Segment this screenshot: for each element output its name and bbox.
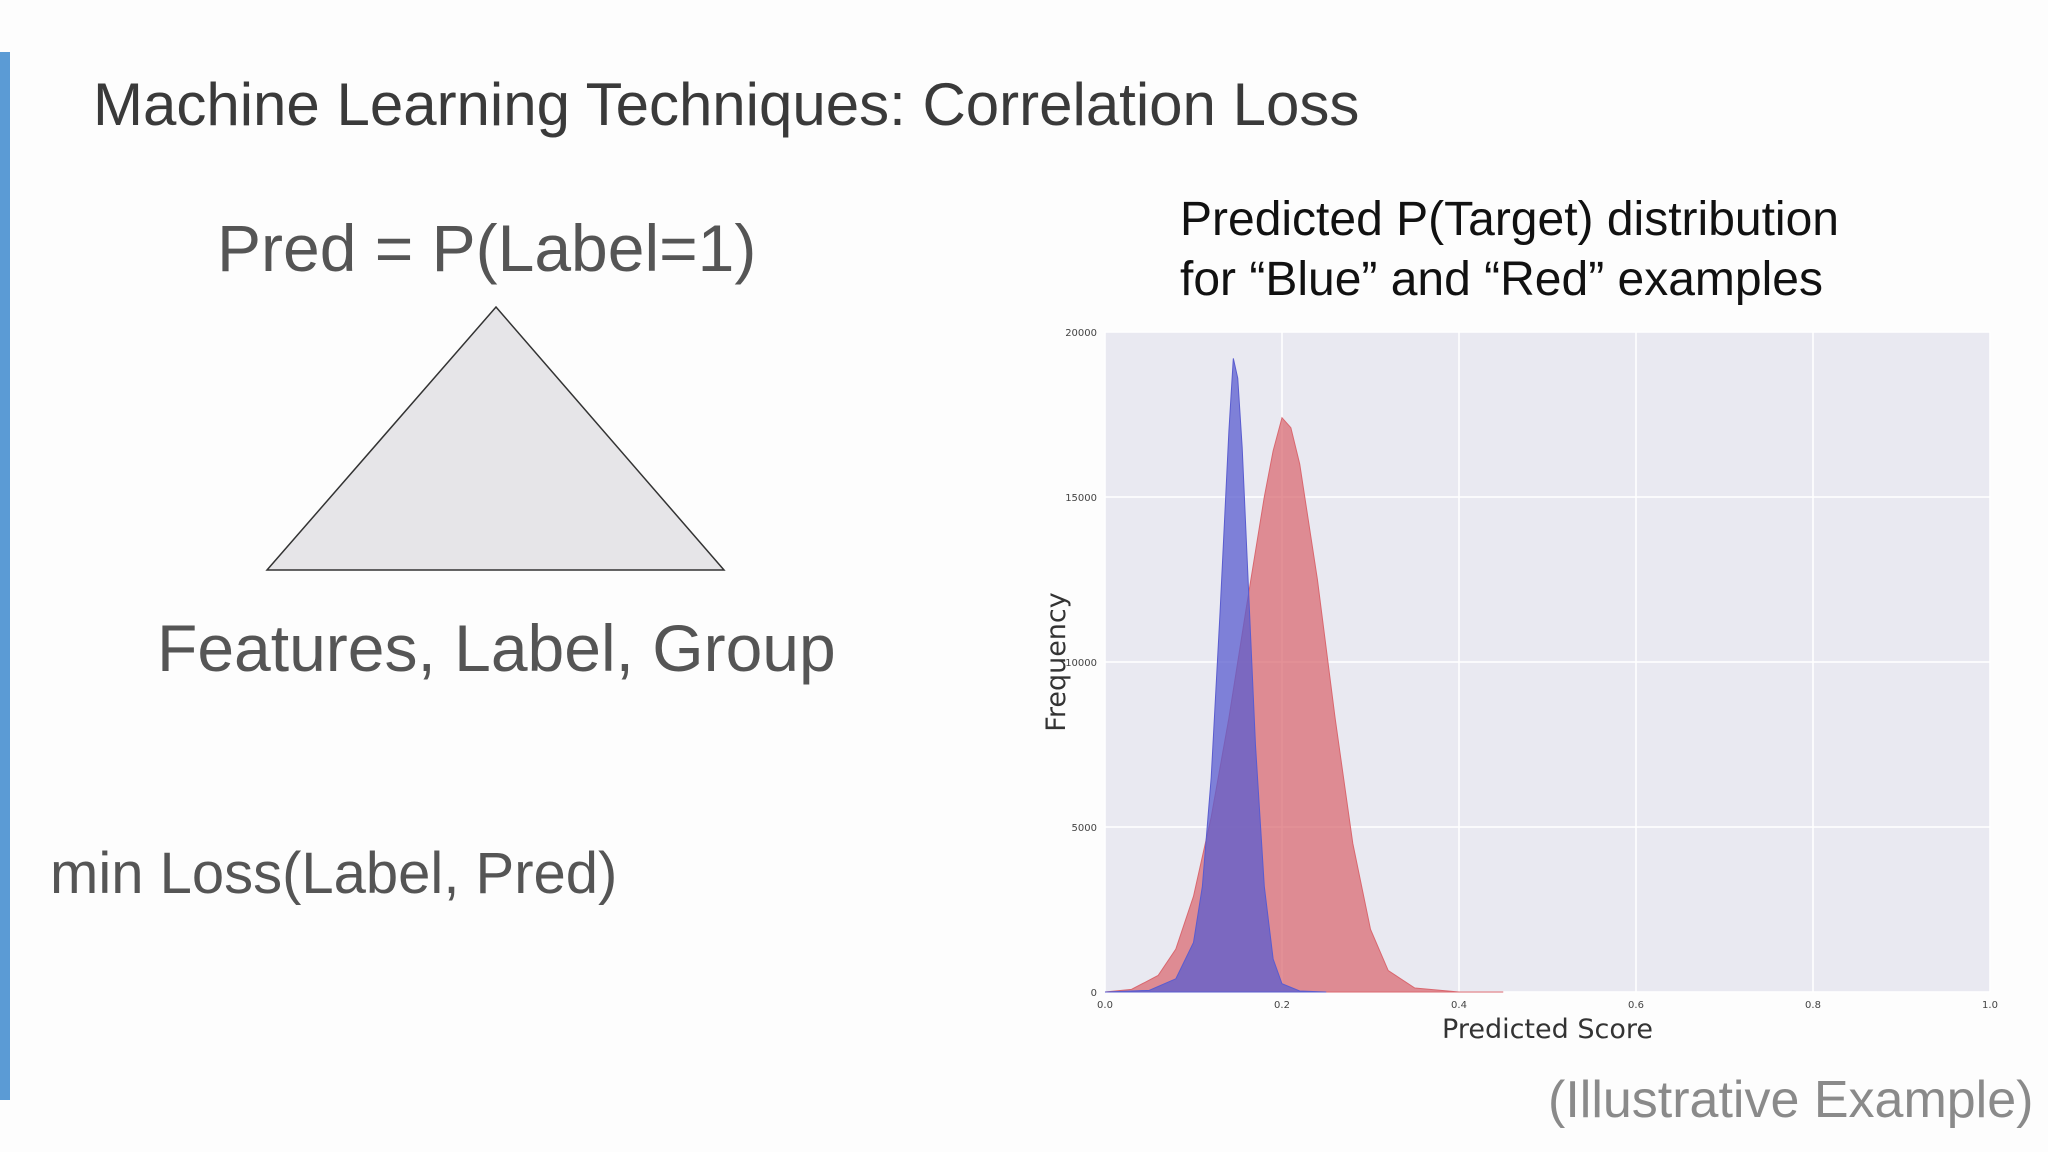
x-tick-label: 0.8 — [1805, 1000, 1821, 1011]
accent-bar — [0, 52, 10, 1100]
y-tick-label: 20000 — [1065, 328, 1097, 339]
histogram-chart: 0.0 0.2 0.4 0.6 0.8 1.0 0 5000 10000 15000 20000 P… — [1041, 328, 1998, 1045]
x-tick-label: 0.2 — [1274, 1000, 1290, 1011]
y-tick-label: 0 — [1091, 988, 1097, 999]
x-tick-label: 1.0 — [1982, 1000, 1998, 1011]
chart-title-line-1: Predicted P(Target) distribution — [1180, 193, 1839, 246]
chart-title-line-2: for “Blue” and “Red” examples — [1180, 253, 1823, 306]
y-tick-label: 10000 — [1065, 658, 1097, 669]
model-triangle — [265, 305, 726, 571]
y-tick-label: 15000 — [1065, 493, 1097, 504]
triangle-shape — [265, 305, 726, 571]
pred-formula: Pred = P(Label=1) — [217, 211, 757, 285]
min-loss-text: min Loss(Label, Pred) — [50, 841, 618, 906]
series-layer — [1104, 358, 1504, 993]
x-tick-label: 0.6 — [1628, 1000, 1644, 1011]
chart-title: Predicted P(Target) distribution for “Bl… — [1180, 190, 1839, 310]
y-axis-label: Frequency — [1041, 592, 1072, 732]
features-text: Features, Label, Group — [157, 611, 836, 685]
x-axis-label: Predicted Score — [1442, 1014, 1653, 1045]
series-area-0 — [1104, 416, 1504, 993]
series-area-1 — [1104, 358, 1327, 993]
x-tick-label: 0.0 — [1097, 1000, 1113, 1011]
x-tick-label: 0.4 — [1451, 1000, 1467, 1011]
illustrative-note: (Illustrative Example) — [1548, 1071, 2034, 1129]
y-tick-label: 5000 — [1072, 823, 1097, 834]
tick-labels: 0.0 0.2 0.4 0.6 0.8 1.0 0 5000 10000 15000 20000 — [1065, 328, 1998, 1011]
slide-title: Machine Learning Techniques: Correlation… — [93, 71, 1360, 138]
